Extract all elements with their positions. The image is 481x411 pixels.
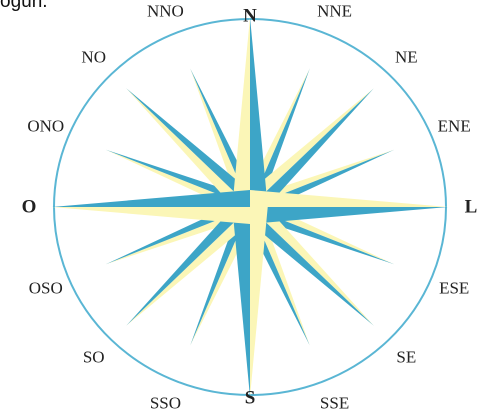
- compass-labels-group: N NNE NE ENE L ESE SE SSE S SSO SO OSO O ONO NO NNO: [22, 2, 478, 411]
- compass-point-n-dark-half: [250, 17, 268, 207]
- compass-point-se: [241, 198, 374, 326]
- compass-point-n-light-half: [232, 17, 250, 207]
- compass-point-nno-light-half: [190, 68, 250, 211]
- compass-label-sse: SSE: [320, 393, 349, 411]
- compass-point-l-dark-half: [250, 207, 449, 224]
- compass-point-l: [250, 190, 449, 224]
- compass-point-no: [126, 88, 259, 216]
- compass-point-sso-dark-half: [190, 203, 250, 346]
- top-text-fragment: ogún.: [0, 0, 48, 12]
- compass-points-group: [51, 17, 449, 397]
- compass-point-n: [232, 17, 268, 207]
- compass-label-no: NO: [81, 48, 106, 67]
- compass-label-oso: OSO: [29, 279, 63, 298]
- compass-point-ese-dark-half: [246, 207, 395, 265]
- compass-point-se-light-half: [250, 198, 374, 326]
- compass-point-nne-dark-half: [250, 68, 310, 211]
- compass-label-se: SE: [396, 347, 416, 366]
- compass-label-sso: SSO: [150, 393, 181, 411]
- compass-point-ono-dark-half: [105, 149, 254, 207]
- compass-label-ene: ENE: [438, 116, 471, 135]
- compass-label-s: S: [245, 388, 256, 409]
- compass-point-o-dark-half: [51, 190, 251, 207]
- compass-label-o: O: [22, 197, 37, 218]
- compass-point-o-light-half: [51, 207, 251, 224]
- compass-point-no-light-half: [126, 88, 250, 216]
- compass-point-no-dark-half: [126, 88, 259, 207]
- compass-point-s: [232, 207, 268, 397]
- compass-point-se-dark-half: [241, 207, 374, 326]
- compass-point-sse-light-half: [250, 203, 310, 346]
- compass-point-so: [126, 198, 259, 326]
- compass-point-s-light-half: [250, 207, 268, 397]
- compass-point-l-light-half: [250, 190, 449, 207]
- compass-point-ne: [241, 88, 374, 216]
- compass-label-ne: NE: [395, 48, 418, 67]
- compass-point-ne-light-half: [241, 88, 374, 207]
- compass-label-ono: ONO: [27, 116, 64, 135]
- compass-point-ne-dark-half: [250, 88, 374, 216]
- compass-label-l: L: [465, 197, 478, 218]
- compass-label-so: SO: [83, 347, 105, 366]
- compass-point-ene-light-half: [246, 149, 395, 207]
- compass-label-n: N: [243, 6, 257, 27]
- compass-label-nne: NNE: [317, 2, 352, 21]
- compass-point-so-light-half: [126, 207, 259, 326]
- compass-point-oso-light-half: [105, 207, 254, 265]
- compass-point-o: [51, 190, 251, 224]
- compass-point-so-dark-half: [126, 198, 250, 326]
- compass-label-ese: ESE: [439, 279, 469, 298]
- compass-label-nno: NNO: [147, 2, 184, 21]
- compass-point-s-dark-half: [232, 207, 250, 397]
